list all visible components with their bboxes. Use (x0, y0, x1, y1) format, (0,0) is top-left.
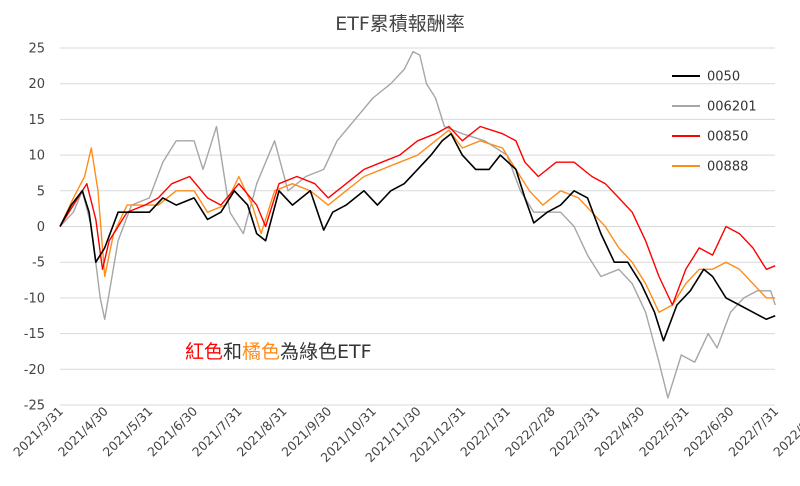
y-tick-label: 20 (28, 77, 45, 92)
annotation-part: 為綠色ETF (280, 341, 372, 363)
legend-label-00888: 00888 (707, 160, 748, 175)
y-tick-label: -10 (24, 291, 45, 306)
annotation-part: 和 (223, 341, 242, 363)
chart-title: ETF累積報酬率 (335, 13, 465, 35)
series-line-006201 (59, 50, 776, 399)
legend-label-006201: 006201 (707, 100, 757, 115)
y-tick-label: 15 (28, 113, 45, 128)
y-tick-label: -20 (24, 363, 45, 378)
annotation-part: 橘色 (242, 341, 280, 363)
legend-label-0050: 0050 (707, 70, 740, 85)
y-tick-label: 5 (37, 184, 45, 199)
series-line-00850 (59, 125, 776, 306)
series-line-00888 (59, 129, 776, 313)
y-tick-label: -25 (24, 399, 45, 414)
series-line-0050 (59, 132, 776, 342)
annotation-text: 紅色和橘色為綠色ETF (185, 341, 372, 363)
y-tick-label: 25 (28, 42, 45, 57)
legend-label-00850: 00850 (707, 130, 748, 145)
y-tick-label: 10 (28, 149, 45, 164)
y-tick-label: -15 (24, 327, 45, 342)
annotation-part: 紅色 (185, 341, 223, 363)
y-tick-label: 0 (37, 220, 45, 235)
y-tick-label: -5 (32, 256, 45, 271)
